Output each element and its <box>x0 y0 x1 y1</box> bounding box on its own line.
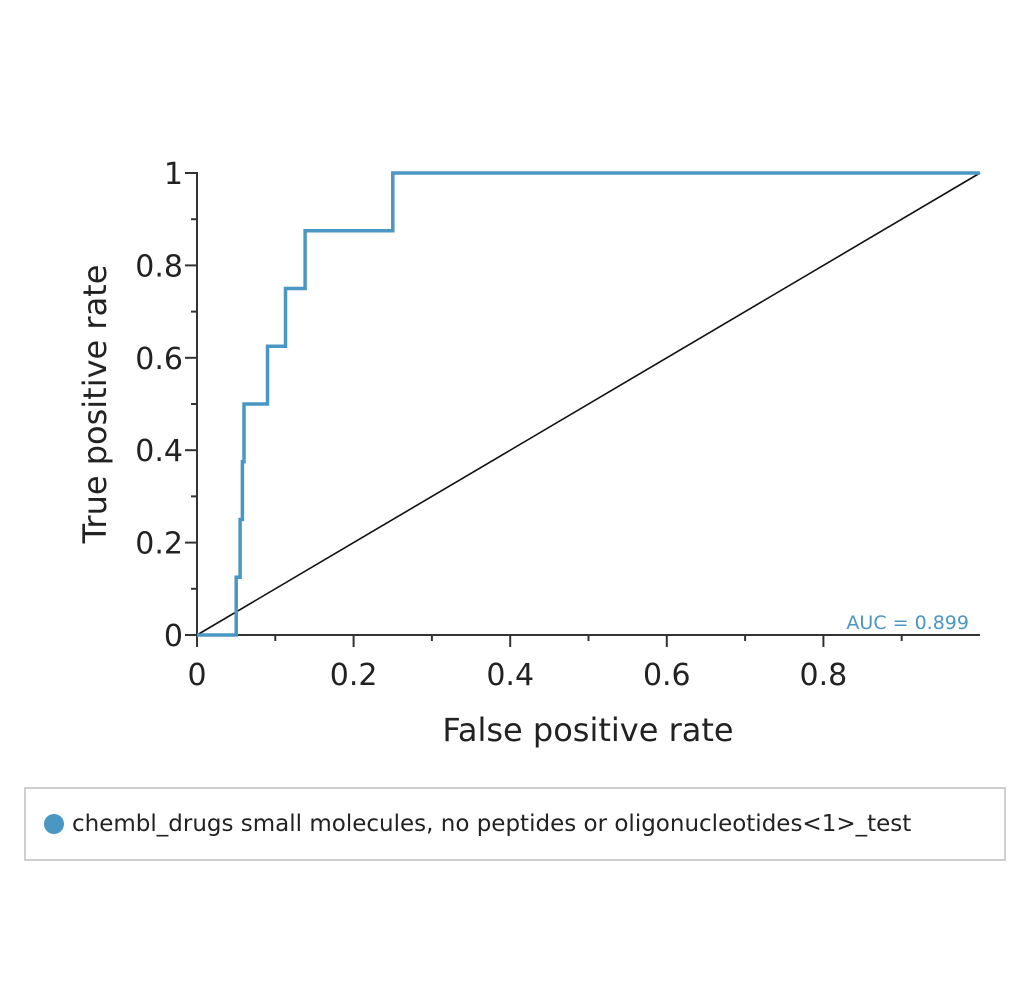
auc-annotation: AUC = 0.899 <box>846 612 969 634</box>
roc-chart: 00.20.40.60.810 0.2 0.4 0.6 0.8 AUC = 0.899 … <box>76 157 981 749</box>
series-layer <box>196 171 981 637</box>
y-tick-label: 0.8 <box>135 249 183 284</box>
legend-entry-label: chembl_drugs small molecules, no peptide… <box>72 811 912 837</box>
y-tick-label: 0.2 <box>135 527 183 562</box>
axes: 0 0.2 0.4 0.6 0.8 1 0 0.2 0.4 0.6 0.8 <box>135 157 980 693</box>
x-tick-label: 0 <box>187 658 206 693</box>
y-tick-label: 0 <box>164 619 183 654</box>
x-axis-title: False positive rate <box>442 711 733 749</box>
y-tick-label: 0.4 <box>135 434 183 469</box>
y-axis-title: True positive rate <box>76 265 114 545</box>
x-tick-label: 0.6 <box>643 658 691 693</box>
legend: chembl_drugs small molecules, no peptide… <box>24 787 1006 861</box>
x-tick-label: 0.4 <box>486 658 534 693</box>
x-tick-label: 0.8 <box>800 658 848 693</box>
y-tick-label: 0.6 <box>135 342 183 377</box>
x-tick-label: 0.2 <box>330 658 378 693</box>
y-tick-label: 1 <box>164 157 183 192</box>
roc-curve-line <box>197 171 980 637</box>
legend-marker-icon <box>44 814 64 834</box>
diagonal-reference-line <box>196 172 981 636</box>
